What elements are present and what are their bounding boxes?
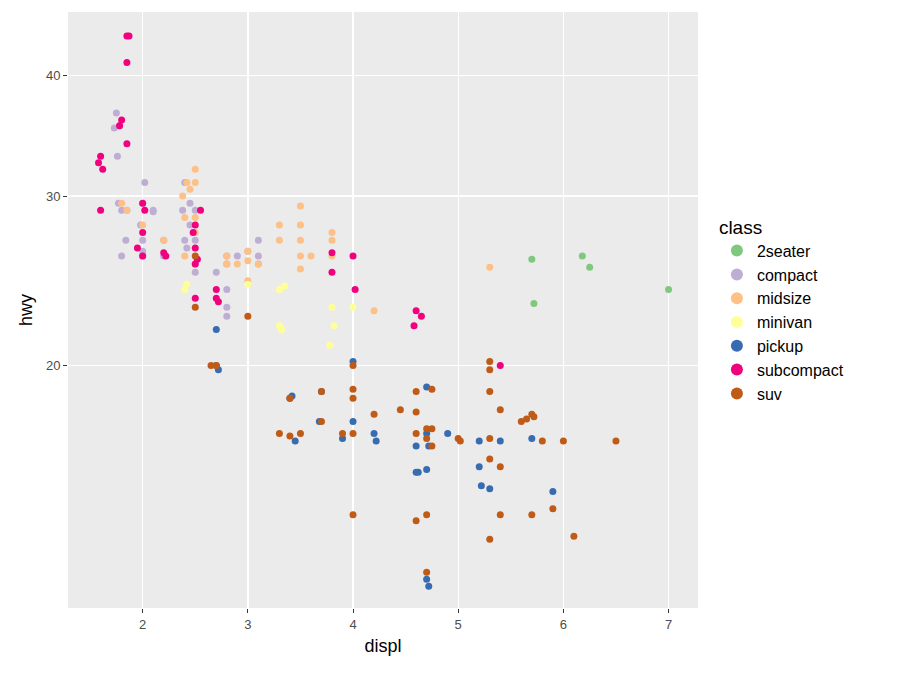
svg-text:subcompact: subcompact [757,362,844,379]
svg-text:5: 5 [455,617,462,632]
svg-text:4: 4 [349,617,356,632]
svg-text:class: class [719,217,762,238]
svg-text:40: 40 [46,68,60,83]
svg-text:midsize: midsize [757,290,811,307]
svg-text:2: 2 [139,617,146,632]
svg-text:minivan: minivan [757,314,812,331]
svg-text:2seater: 2seater [757,243,811,260]
svg-text:hwy: hwy [16,294,36,326]
svg-text:20: 20 [46,358,60,373]
svg-text:7: 7 [665,617,672,632]
svg-text:displ: displ [364,636,401,656]
svg-text:suv: suv [757,386,782,403]
svg-text:6: 6 [560,617,567,632]
svg-text:pickup: pickup [757,338,803,355]
svg-text:compact: compact [757,267,818,284]
svg-text:3: 3 [244,617,251,632]
svg-text:30: 30 [46,189,60,204]
